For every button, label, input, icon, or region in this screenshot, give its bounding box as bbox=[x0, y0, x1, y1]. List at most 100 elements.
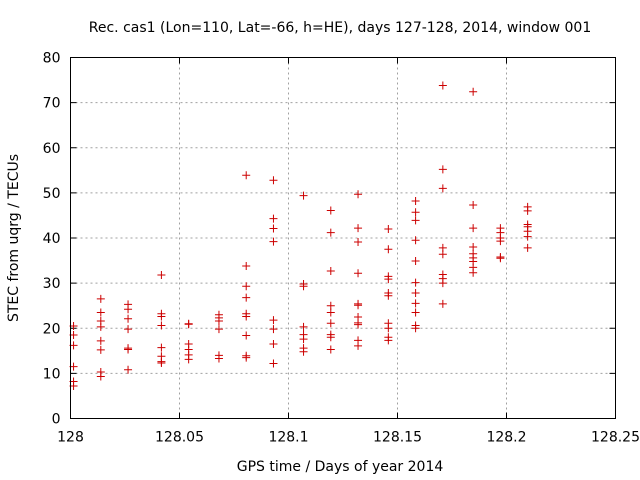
data-point bbox=[242, 171, 251, 180]
data-point bbox=[384, 245, 393, 254]
data-point bbox=[326, 228, 335, 237]
data-point bbox=[124, 344, 133, 353]
data-point bbox=[124, 365, 133, 374]
data-point bbox=[96, 294, 105, 303]
data-point bbox=[299, 280, 308, 289]
data-point bbox=[269, 359, 278, 368]
data-point bbox=[496, 252, 505, 261]
data-point bbox=[354, 336, 363, 345]
data-point bbox=[299, 344, 308, 353]
data-point bbox=[242, 261, 251, 270]
data-point bbox=[214, 325, 223, 334]
data-point bbox=[469, 243, 478, 252]
data-point bbox=[469, 201, 478, 210]
data-point bbox=[411, 257, 420, 266]
data-point bbox=[469, 87, 478, 96]
x-tick-label: 128.25 bbox=[591, 430, 640, 446]
data-point bbox=[496, 224, 505, 233]
data-point bbox=[326, 266, 335, 275]
data-point bbox=[299, 330, 308, 339]
data-point bbox=[299, 322, 308, 331]
data-point bbox=[438, 165, 447, 174]
data-point bbox=[326, 308, 335, 317]
data-point bbox=[354, 299, 363, 308]
data-point bbox=[354, 312, 363, 321]
data-point bbox=[269, 316, 278, 325]
data-point bbox=[326, 206, 335, 215]
data-point bbox=[411, 278, 420, 287]
grid-lines bbox=[70, 57, 616, 419]
data-point bbox=[411, 236, 420, 245]
data-point bbox=[184, 340, 193, 349]
data-point bbox=[157, 271, 166, 280]
data-point bbox=[96, 336, 105, 345]
y-tick-label: 50 bbox=[43, 186, 61, 202]
y-tick-label: 70 bbox=[43, 96, 61, 112]
y-tick-label: 10 bbox=[43, 366, 61, 382]
data-point bbox=[157, 309, 166, 318]
data-point bbox=[96, 317, 105, 326]
data-point bbox=[384, 272, 393, 281]
data-point bbox=[523, 243, 532, 252]
data-point bbox=[354, 224, 363, 233]
data-point bbox=[411, 299, 420, 308]
data-point bbox=[96, 308, 105, 317]
data-point bbox=[384, 224, 393, 233]
data-point bbox=[411, 289, 420, 298]
data-point bbox=[411, 196, 420, 205]
y-tick-label: 0 bbox=[52, 412, 61, 428]
data-point bbox=[326, 330, 335, 339]
data-point bbox=[214, 310, 223, 319]
data-point bbox=[411, 321, 420, 330]
data-point bbox=[214, 351, 223, 360]
y-tick-label: 60 bbox=[43, 141, 61, 157]
y-axis-title: STEC from uqrg / TECUs bbox=[6, 154, 22, 322]
data-point bbox=[438, 81, 447, 90]
data-point bbox=[269, 325, 278, 334]
x-tick-label: 128.15 bbox=[373, 430, 422, 446]
data-point bbox=[326, 301, 335, 310]
data-point bbox=[157, 343, 166, 352]
data-point bbox=[384, 333, 393, 342]
plot-frame bbox=[70, 57, 616, 419]
y-tick-label: 20 bbox=[43, 321, 61, 337]
data-point bbox=[157, 321, 166, 330]
data-point bbox=[326, 345, 335, 354]
data-point bbox=[269, 176, 278, 185]
data-point bbox=[438, 299, 447, 308]
y-tick-labels: 0 10 20 30 40 50 60 70 80 bbox=[43, 51, 61, 428]
data-point bbox=[326, 319, 335, 328]
data-point bbox=[469, 249, 478, 258]
data-point bbox=[157, 352, 166, 361]
data-point bbox=[96, 368, 105, 377]
data-point bbox=[269, 214, 278, 223]
data-point bbox=[269, 340, 278, 349]
data-point bbox=[438, 243, 447, 252]
y-tick-label: 40 bbox=[43, 231, 61, 247]
data-point bbox=[354, 190, 363, 199]
data-point bbox=[242, 331, 251, 340]
x-tick-labels: 128 128.05 128.1 128.15 128.2 128.25 bbox=[57, 430, 640, 446]
data-point bbox=[242, 351, 251, 360]
data-point bbox=[242, 309, 251, 318]
data-point bbox=[411, 208, 420, 217]
data-point bbox=[384, 289, 393, 298]
data-point bbox=[523, 202, 532, 211]
x-tick-label: 128.2 bbox=[486, 430, 526, 446]
data-point bbox=[384, 319, 393, 328]
data-points bbox=[69, 81, 532, 391]
data-point bbox=[523, 220, 532, 229]
x-tick-label: 128 bbox=[57, 430, 84, 446]
data-point bbox=[96, 345, 105, 354]
chart-title: Rec. cas1 (Lon=110, Lat=-66, h=HE), days… bbox=[89, 20, 591, 36]
data-point bbox=[124, 314, 133, 323]
data-point bbox=[354, 238, 363, 247]
data-point bbox=[438, 184, 447, 193]
data-point bbox=[242, 282, 251, 291]
data-point bbox=[438, 270, 447, 279]
data-point bbox=[269, 237, 278, 246]
x-axis-title: GPS time / Days of year 2014 bbox=[237, 459, 444, 475]
y-tick-label: 30 bbox=[43, 276, 61, 292]
data-point bbox=[184, 319, 193, 328]
